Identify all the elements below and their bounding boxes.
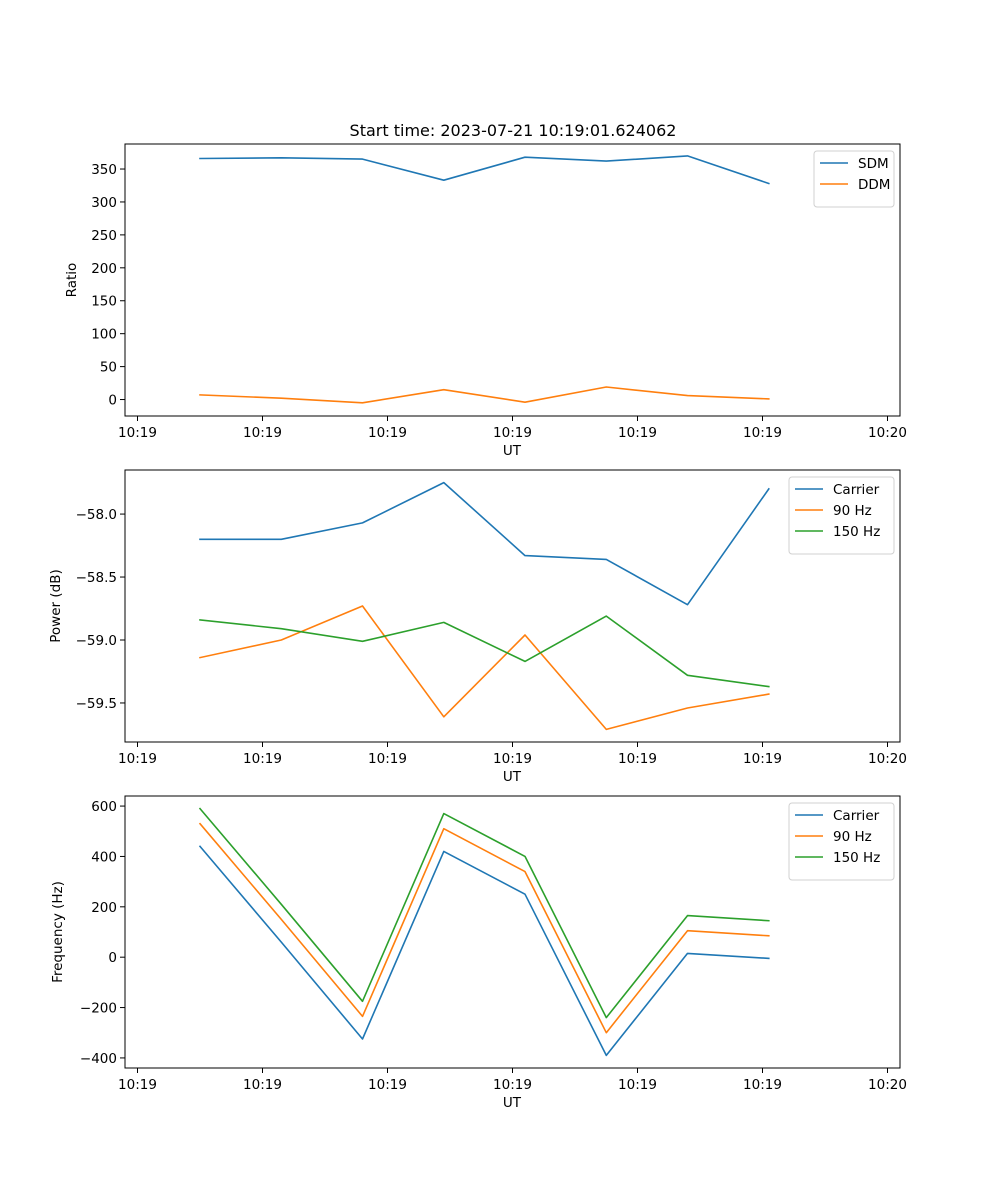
x-tick-label: 10:19: [493, 751, 532, 767]
y-tick-label: 200: [91, 900, 117, 916]
legend-label: 90 Hz: [833, 829, 872, 845]
x-tick-label: 10:19: [243, 425, 282, 441]
x-tick-label: 10:19: [118, 425, 157, 441]
x-tick-label: 10:19: [743, 1077, 782, 1093]
y-tick-label: 250: [91, 228, 117, 244]
y-tick-label: 0: [108, 950, 117, 966]
x-tick-label: 10:20: [868, 751, 907, 767]
x-tick-label: 10:19: [118, 1077, 157, 1093]
x-tick-label: 10:19: [368, 751, 407, 767]
y-tick-label: −59.0: [76, 633, 117, 649]
legend-label: DDM: [858, 177, 890, 193]
series-line-carrier: [199, 481, 770, 606]
plot-area: [125, 470, 900, 742]
x-tick-label: 10:19: [743, 425, 782, 441]
y-axis-label: Frequency (Hz): [50, 881, 66, 983]
series-line-150-hz: [198, 807, 770, 1019]
y-tick-label: 400: [91, 849, 117, 865]
legend-label: Carrier: [833, 482, 880, 498]
legend-box: [788, 476, 895, 555]
y-axis-label: Power (dB): [48, 569, 64, 642]
x-tick-label: 10:19: [118, 751, 157, 767]
x-tick-label: 10:19: [493, 1077, 532, 1093]
plot-area: [125, 144, 900, 416]
x-axis-label: UT: [503, 1095, 522, 1111]
legend-box: [813, 150, 895, 208]
y-tick-label: −58.0: [76, 507, 117, 523]
legend: Carrier 90 Hz 150 Hz: [788, 476, 895, 555]
legend-box: [788, 802, 895, 881]
y-tick-label: 50: [100, 360, 117, 376]
y-tick-label: 0: [108, 393, 117, 409]
y-tick-label: 150: [91, 294, 117, 310]
y-tick-label: 300: [91, 195, 117, 211]
y-axis-label: Ratio: [64, 263, 80, 298]
y-tick-label: −59.5: [76, 696, 117, 712]
x-tick-label: 10:19: [618, 751, 657, 767]
series-line-150-hz: [199, 615, 770, 688]
legend-label: SDM: [858, 156, 889, 172]
y-tick-label: 600: [91, 799, 117, 815]
series-line-90-hz: [198, 822, 770, 1034]
x-tick-label: 10:19: [743, 751, 782, 767]
series-line-sdm: [199, 155, 770, 185]
plots-container: 10:19 10:19 10:19 10:19 10:19 10:19 10:20 0 50 10…: [48, 143, 907, 1111]
series-line-ddm: [199, 386, 770, 404]
x-tick-label: 10:19: [243, 751, 282, 767]
x-tick-label: 10:19: [618, 425, 657, 441]
legend-label: 150 Hz: [833, 524, 880, 540]
x-tick-label: 10:19: [368, 425, 407, 441]
y-tick-label: 350: [91, 162, 117, 178]
legend: SDM DDM: [813, 150, 895, 208]
y-tick-label: −58.5: [76, 570, 117, 586]
plot-area: [125, 796, 900, 1068]
x-axis-label: UT: [503, 443, 522, 459]
x-tick-label: 10:19: [368, 1077, 407, 1093]
figure-title: Start time: 2023-07-21 10:19:01.624062: [350, 121, 677, 140]
x-tick-label: 10:20: [868, 425, 907, 441]
legend-label: Carrier: [833, 808, 880, 824]
y-tick-label: 100: [91, 327, 117, 343]
x-tick-label: 10:19: [493, 425, 532, 441]
chart-1: 10:19 10:19 10:19 10:19 10:19 10:19 10:20 0 50 10…: [64, 143, 907, 459]
chart-2: 10:19 10:19 10:19 10:19 10:19 10:19 10:20 −58.0…: [48, 469, 907, 785]
y-tick-label: 200: [91, 261, 117, 277]
x-tick-label: 10:19: [618, 1077, 657, 1093]
legend-label: 150 Hz: [833, 850, 880, 866]
series-line-90-hz: [199, 605, 770, 731]
x-axis-label: UT: [503, 769, 522, 785]
chart-3: 10:19 10:19 10:19 10:19 10:19 10:19 10:20 −400 −…: [50, 795, 907, 1111]
legend-label: 90 Hz: [833, 503, 872, 519]
legend: Carrier 90 Hz 150 Hz: [788, 802, 895, 881]
series-line-carrier: [198, 845, 770, 1057]
x-tick-label: 10:20: [868, 1077, 907, 1093]
y-tick-label: −200: [80, 1001, 117, 1017]
x-tick-label: 10:19: [243, 1077, 282, 1093]
y-tick-label: −400: [80, 1051, 117, 1067]
